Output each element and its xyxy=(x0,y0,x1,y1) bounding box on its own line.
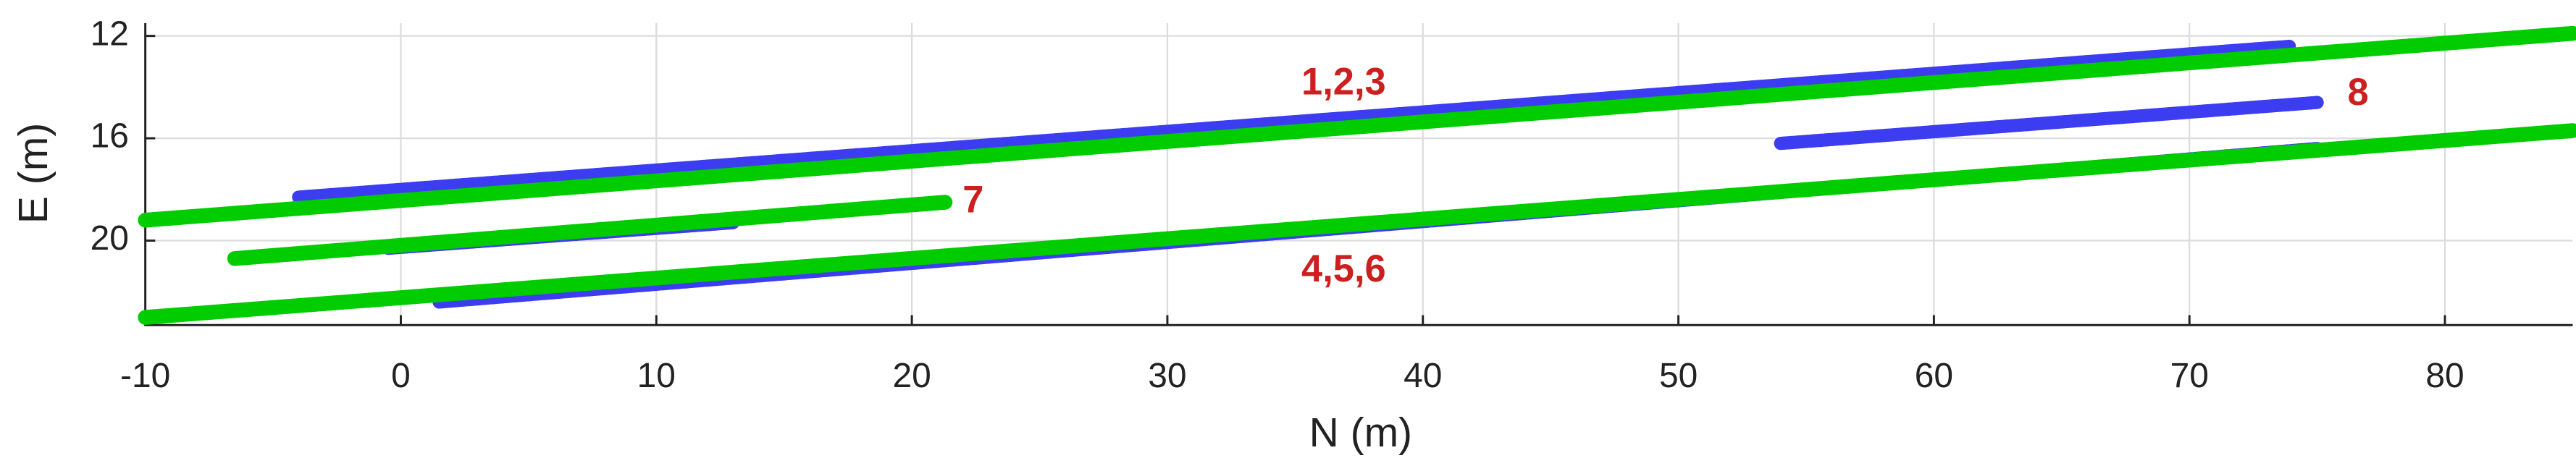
annotation: 1,2,3 xyxy=(1301,62,1386,103)
y-tick-label: 20 xyxy=(91,219,129,258)
x-tick-label: 80 xyxy=(2425,357,2464,395)
x-tick-label: 20 xyxy=(892,357,931,395)
annotation: 7 xyxy=(962,179,983,221)
annotation: 4,5,6 xyxy=(1301,248,1386,290)
x-tick-label: -10 xyxy=(120,357,170,395)
x-tick-label: 70 xyxy=(2170,357,2209,395)
annotation: 8 xyxy=(2347,72,2368,114)
lane-line xyxy=(292,39,2299,204)
lane-line xyxy=(138,25,2576,228)
x-tick-label: 0 xyxy=(391,357,411,395)
x-tick-label: 60 xyxy=(1915,357,1953,395)
x-tick-label: 50 xyxy=(1659,357,1698,395)
x-tick-label: 40 xyxy=(1404,357,1442,395)
y-tick-label: 16 xyxy=(91,117,129,156)
y-axis-label: E (m) xyxy=(10,123,56,224)
lane-line xyxy=(227,195,953,266)
axes-frame xyxy=(144,22,2573,326)
x-tick-label: 10 xyxy=(637,357,676,395)
x-axis-label: N (m) xyxy=(1309,410,1412,456)
x-tick-label: 30 xyxy=(1148,357,1186,395)
lane-line xyxy=(1774,96,2324,151)
y-tick-label: 12 xyxy=(91,14,129,53)
lane-line xyxy=(138,123,2576,325)
